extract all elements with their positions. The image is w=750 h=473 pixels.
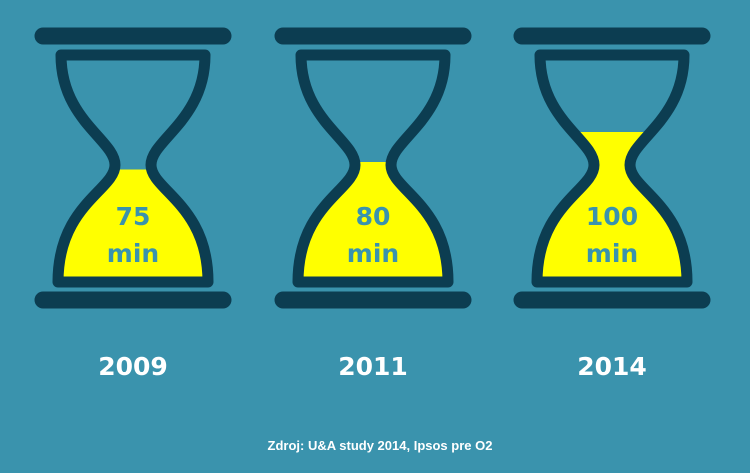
source-note: Zdroj: U&A study 2014, Ipsos pre O2 — [267, 438, 493, 453]
year-label: 2011 — [338, 352, 408, 381]
value-label: 75 min — [106, 202, 160, 268]
hourglass-glass — [52, 49, 214, 288]
year-label: 2014 — [577, 352, 647, 381]
value-label: 80 min — [346, 202, 400, 268]
year-label: 2009 — [98, 352, 168, 381]
hourglass-glass — [531, 49, 693, 288]
hourglass-glass — [292, 49, 454, 288]
value-label: 100 min — [585, 202, 639, 268]
